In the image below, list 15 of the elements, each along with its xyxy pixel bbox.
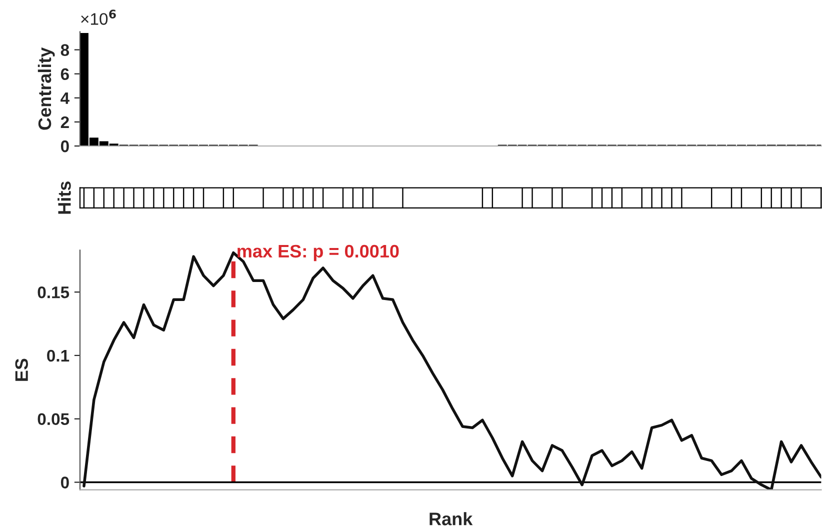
annotation: max ES: p = 0.0010 bbox=[238, 244, 399, 262]
y-tick-label: 6 bbox=[60, 68, 69, 80]
y-axis-title: Centrality bbox=[38, 47, 55, 130]
y-tick-label: 0.05 bbox=[38, 413, 70, 426]
y-tick-label: 0 bbox=[60, 140, 69, 152]
y-tick-label: 4 bbox=[60, 92, 70, 104]
y-axis-title: ES bbox=[15, 358, 28, 381]
text: ×10$^{6}$ bbox=[81, 10, 116, 25]
y-tick-label: 2 bbox=[60, 116, 69, 128]
y-tick-label: 0 bbox=[60, 476, 69, 488]
y-axis-title: Hits bbox=[58, 182, 71, 214]
x-axis-title: Rank bbox=[430, 512, 473, 526]
y-tick-label: 0.15 bbox=[38, 286, 70, 298]
y-tick-label: 8 bbox=[60, 44, 70, 56]
y-tick-label: 0.1 bbox=[47, 350, 70, 362]
